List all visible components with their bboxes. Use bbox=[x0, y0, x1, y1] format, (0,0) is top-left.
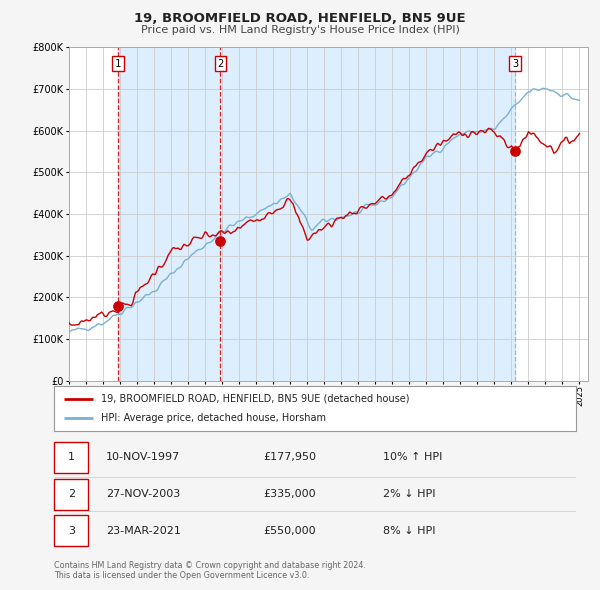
Text: 19, BROOMFIELD ROAD, HENFIELD, BN5 9UE: 19, BROOMFIELD ROAD, HENFIELD, BN5 9UE bbox=[134, 12, 466, 25]
Bar bbox=[118, 47, 220, 381]
Text: 1: 1 bbox=[115, 59, 121, 69]
Text: 2% ↓ HPI: 2% ↓ HPI bbox=[383, 489, 436, 499]
Bar bbox=[220, 47, 515, 381]
Text: 8% ↓ HPI: 8% ↓ HPI bbox=[383, 526, 436, 536]
Text: £177,950: £177,950 bbox=[263, 453, 316, 463]
Text: 10-NOV-1997: 10-NOV-1997 bbox=[106, 453, 181, 463]
Text: 19, BROOMFIELD ROAD, HENFIELD, BN5 9UE (detached house): 19, BROOMFIELD ROAD, HENFIELD, BN5 9UE (… bbox=[101, 394, 409, 404]
Text: 3: 3 bbox=[68, 526, 75, 536]
Text: £550,000: £550,000 bbox=[263, 526, 316, 536]
Text: 27-NOV-2003: 27-NOV-2003 bbox=[106, 489, 181, 499]
FancyBboxPatch shape bbox=[54, 516, 88, 546]
Text: Contains HM Land Registry data © Crown copyright and database right 2024.: Contains HM Land Registry data © Crown c… bbox=[54, 560, 366, 569]
Text: 2: 2 bbox=[217, 59, 224, 69]
Text: 10% ↑ HPI: 10% ↑ HPI bbox=[383, 453, 442, 463]
FancyBboxPatch shape bbox=[54, 478, 88, 510]
Text: Price paid vs. HM Land Registry's House Price Index (HPI): Price paid vs. HM Land Registry's House … bbox=[140, 25, 460, 35]
Text: 2: 2 bbox=[68, 489, 75, 499]
Point bbox=[113, 301, 122, 311]
Point bbox=[215, 236, 225, 245]
Text: 1: 1 bbox=[68, 453, 75, 463]
Text: £335,000: £335,000 bbox=[263, 489, 316, 499]
Text: This data is licensed under the Open Government Licence v3.0.: This data is licensed under the Open Gov… bbox=[54, 571, 310, 580]
Point bbox=[511, 147, 520, 156]
Text: 23-MAR-2021: 23-MAR-2021 bbox=[106, 526, 181, 536]
FancyBboxPatch shape bbox=[54, 442, 88, 473]
Text: 3: 3 bbox=[512, 59, 518, 69]
Text: HPI: Average price, detached house, Horsham: HPI: Average price, detached house, Hors… bbox=[101, 414, 326, 423]
